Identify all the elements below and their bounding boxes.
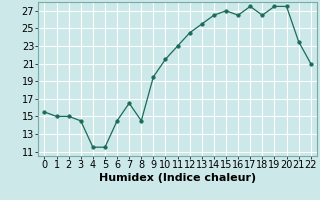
X-axis label: Humidex (Indice chaleur): Humidex (Indice chaleur) xyxy=(99,173,256,183)
